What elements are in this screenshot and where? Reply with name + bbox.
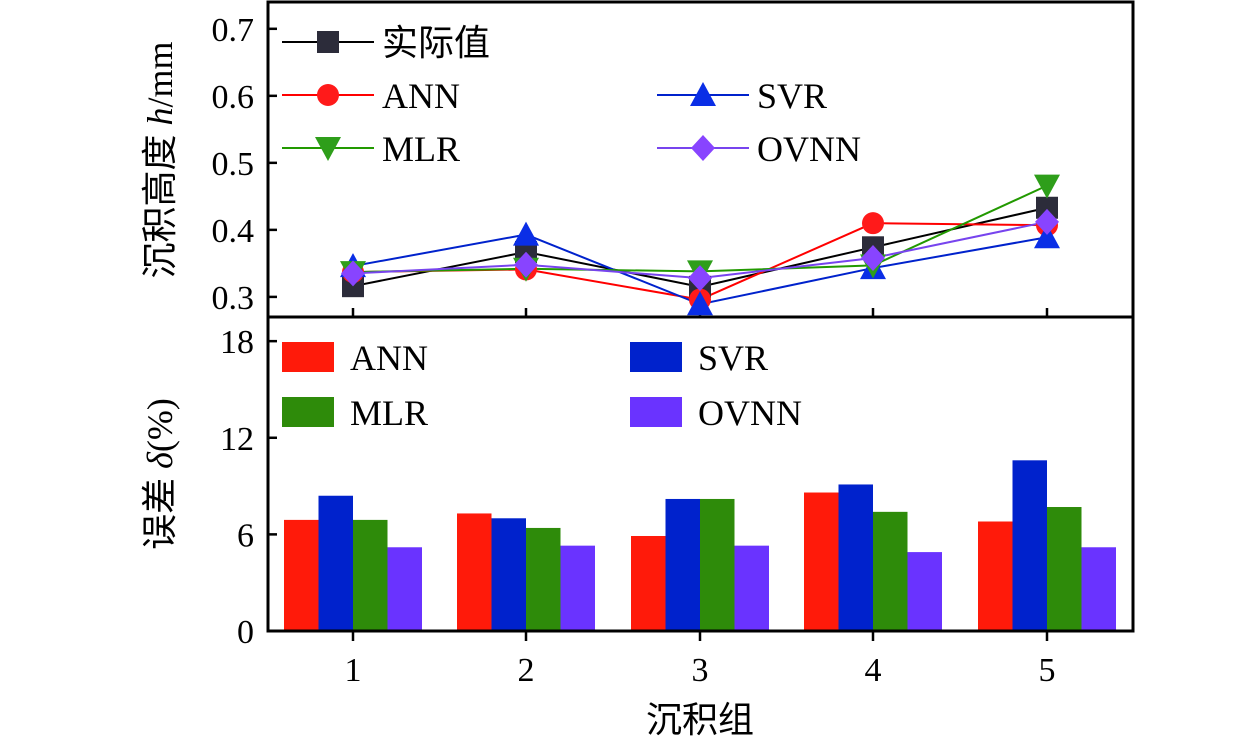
bar-SVR xyxy=(318,495,353,631)
bottom-ytick-label: 6 xyxy=(237,517,254,554)
bar-SVR xyxy=(838,484,873,631)
point-SVR xyxy=(513,221,539,246)
top-ytick-label: 0.4 xyxy=(212,213,255,250)
legend-swatch-SVR xyxy=(630,342,682,372)
point-SVR xyxy=(1034,224,1060,249)
bar-MLR xyxy=(526,527,561,631)
legend-label-ANN: ANN xyxy=(382,76,460,116)
legend-label-ANN: ANN xyxy=(350,338,428,378)
top-ytick-label: 0.3 xyxy=(212,280,255,317)
legend-label-MLR: MLR xyxy=(382,129,460,169)
legend-swatch-ANN xyxy=(282,342,334,372)
point-OVNN xyxy=(688,265,712,292)
top-ylabel-unit: /mm xyxy=(140,41,180,107)
bottom-ylabel-symbol: δ xyxy=(140,451,180,469)
top-ylabel: 沉积高度 h/mm xyxy=(140,41,180,278)
bottom-ylabel-unit: (%) xyxy=(140,398,180,452)
bar-MLR xyxy=(873,511,908,631)
bar-ANN xyxy=(284,519,319,631)
top-ytick-label: 0.5 xyxy=(212,146,255,183)
point-OVNN xyxy=(514,251,538,278)
point-OVNN xyxy=(1035,208,1059,235)
bar-OVNN xyxy=(734,545,769,631)
bottom-ylabel: 误差 δ(%) xyxy=(140,398,180,550)
legend-swatch-MLR xyxy=(282,397,334,427)
top-ytick-label: 0.6 xyxy=(212,79,255,116)
bottom-ytick-label: 18 xyxy=(220,324,254,361)
legend-label-SVR: SVR xyxy=(757,76,827,116)
bar-OVNN xyxy=(907,552,942,631)
legend-swatch-OVNN xyxy=(630,397,682,427)
legend-label-SVR: SVR xyxy=(698,338,768,378)
point-MLR xyxy=(1034,174,1060,199)
point-OVNN xyxy=(341,260,365,287)
point-实际值 xyxy=(1036,196,1058,219)
bar-SVR xyxy=(1012,460,1047,631)
bottom-xtick-label: 5 xyxy=(1039,652,1056,689)
legend-label-MLR: MLR xyxy=(350,393,428,433)
bar-OVNN xyxy=(387,547,422,631)
top-line-chart: 0.3 0.4 0.5 0.6 0.7 沉积高度 h/mm 实际值 ANN SVR MLR OVNN xyxy=(140,0,1135,319)
bottom-xtick-label: 3 xyxy=(692,652,709,689)
legend-label-OVNN: OVNN xyxy=(698,393,802,433)
bar-SVR xyxy=(665,498,700,631)
legend-label-OVNN: OVNN xyxy=(757,129,861,169)
legend-marker-OVNN xyxy=(691,135,715,161)
bar-MLR xyxy=(353,519,388,631)
bottom-xlabel: 沉积组 xyxy=(646,700,754,740)
bottom-plot-frame-overlay xyxy=(266,315,1135,633)
bottom-xtick-label: 2 xyxy=(518,652,535,689)
point-ANN xyxy=(862,212,884,235)
top-ylabel-prefix: 沉积高度 xyxy=(140,126,180,279)
bar-ANN xyxy=(804,492,839,631)
bar-MLR xyxy=(700,498,735,631)
bar-SVR xyxy=(491,518,526,631)
bottom-ylabel-prefix: 误差 xyxy=(140,469,180,550)
bar-MLR xyxy=(1047,507,1082,631)
bar-ANN xyxy=(631,535,666,631)
bottom-xtick-label: 4 xyxy=(865,652,882,689)
legend-marker-SVR xyxy=(690,82,716,106)
bar-ANN xyxy=(457,513,492,631)
legend-label-实际值: 实际值 xyxy=(382,23,490,63)
bottom-ytick-label: 0 xyxy=(237,614,254,651)
legend-marker-ANN xyxy=(317,84,339,106)
bottom-xtick-label: 1 xyxy=(345,652,362,689)
point-SVR xyxy=(687,291,713,316)
legend-marker-MLR xyxy=(315,137,341,161)
bar-ANN xyxy=(978,521,1013,631)
legend-marker-实际值 xyxy=(317,31,339,53)
bar-OVNN xyxy=(560,545,595,631)
top-ylabel-symbol: h xyxy=(140,108,180,126)
top-ytick-label: 0.7 xyxy=(212,12,255,49)
bottom-ytick-label: 12 xyxy=(220,421,254,458)
point-OVNN xyxy=(861,245,885,272)
bar-OVNN xyxy=(1081,547,1116,631)
series-line-MLR xyxy=(352,184,1048,274)
